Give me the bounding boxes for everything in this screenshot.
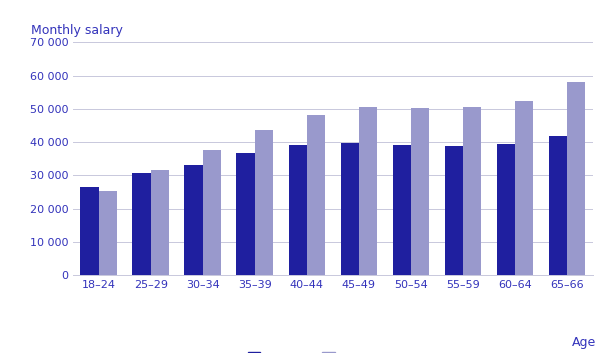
- Bar: [185, 165, 203, 275]
- Bar: [497, 144, 515, 275]
- Bar: [393, 145, 411, 275]
- Bar: [132, 173, 151, 275]
- Bar: [151, 170, 169, 275]
- Text: Monthly salary: Monthly salary: [31, 24, 123, 37]
- Bar: [203, 150, 221, 275]
- Bar: [80, 187, 99, 275]
- Bar: [289, 145, 307, 275]
- Bar: [237, 153, 255, 275]
- Bar: [463, 107, 481, 275]
- Bar: [567, 82, 585, 275]
- Bar: [411, 108, 429, 275]
- Bar: [99, 191, 117, 275]
- Bar: [255, 130, 273, 275]
- Bar: [515, 101, 533, 275]
- Bar: [359, 107, 377, 275]
- Bar: [307, 115, 325, 275]
- Bar: [341, 143, 359, 275]
- Text: Age: Age: [572, 336, 596, 349]
- Legend: Women, Men: Women, Men: [243, 347, 371, 353]
- Bar: [445, 146, 463, 275]
- Bar: [549, 136, 567, 275]
